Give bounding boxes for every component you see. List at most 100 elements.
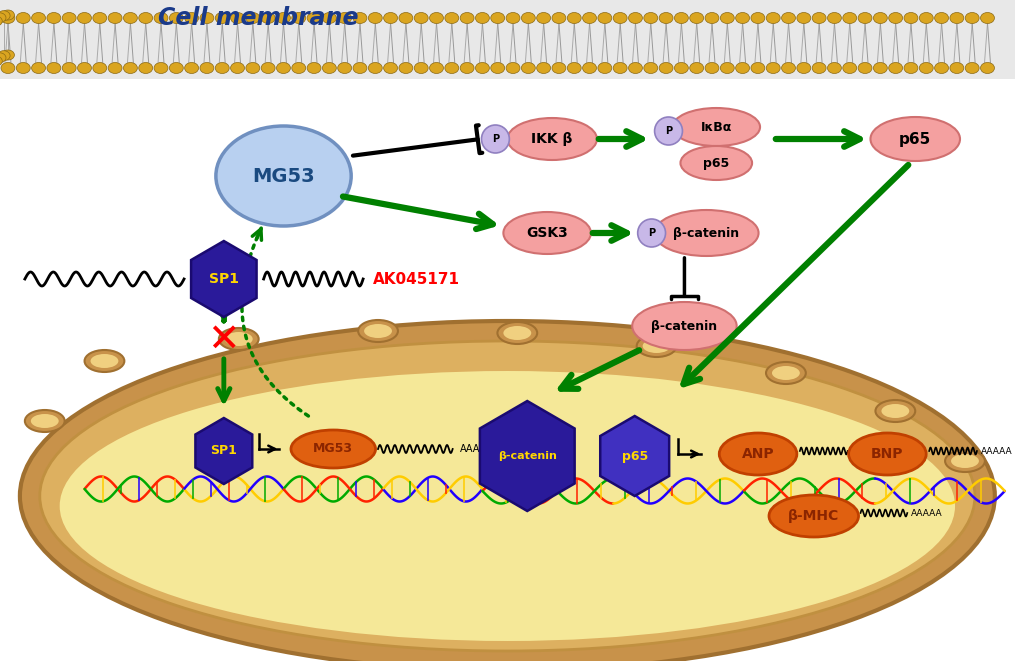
Ellipse shape bbox=[826, 63, 841, 73]
Ellipse shape bbox=[154, 63, 168, 73]
Ellipse shape bbox=[880, 404, 908, 418]
Polygon shape bbox=[191, 241, 257, 317]
Ellipse shape bbox=[154, 13, 168, 24]
Ellipse shape bbox=[184, 13, 199, 24]
Ellipse shape bbox=[0, 53, 6, 63]
Ellipse shape bbox=[429, 13, 443, 24]
Ellipse shape bbox=[91, 354, 118, 368]
Polygon shape bbox=[479, 401, 574, 511]
Ellipse shape bbox=[246, 13, 260, 24]
Ellipse shape bbox=[765, 362, 805, 384]
Ellipse shape bbox=[765, 63, 780, 73]
Ellipse shape bbox=[888, 63, 902, 73]
Ellipse shape bbox=[857, 63, 871, 73]
Ellipse shape bbox=[536, 63, 550, 73]
Ellipse shape bbox=[964, 13, 978, 24]
Ellipse shape bbox=[505, 13, 520, 24]
Ellipse shape bbox=[337, 63, 352, 73]
Text: AK045171: AK045171 bbox=[373, 272, 460, 286]
Ellipse shape bbox=[0, 16, 2, 26]
Ellipse shape bbox=[85, 350, 124, 372]
Ellipse shape bbox=[949, 63, 963, 73]
Ellipse shape bbox=[1, 13, 15, 24]
Ellipse shape bbox=[230, 63, 245, 73]
Text: p65: p65 bbox=[702, 157, 729, 169]
Ellipse shape bbox=[383, 63, 397, 73]
Ellipse shape bbox=[368, 13, 382, 24]
Ellipse shape bbox=[77, 63, 92, 73]
Text: β-catenin: β-catenin bbox=[673, 227, 739, 239]
Ellipse shape bbox=[0, 51, 10, 61]
Ellipse shape bbox=[0, 56, 2, 66]
Ellipse shape bbox=[62, 13, 76, 24]
Text: β-catenin: β-catenin bbox=[497, 451, 556, 461]
Text: SP1: SP1 bbox=[210, 444, 237, 457]
Ellipse shape bbox=[32, 13, 46, 24]
Ellipse shape bbox=[719, 63, 734, 73]
Ellipse shape bbox=[497, 322, 537, 344]
Ellipse shape bbox=[77, 13, 92, 24]
Ellipse shape bbox=[31, 414, 59, 428]
Ellipse shape bbox=[781, 63, 795, 73]
Ellipse shape bbox=[612, 13, 627, 24]
Ellipse shape bbox=[796, 13, 810, 24]
Ellipse shape bbox=[16, 13, 31, 24]
Ellipse shape bbox=[811, 13, 825, 24]
Text: MG53: MG53 bbox=[252, 167, 315, 186]
Ellipse shape bbox=[1, 50, 14, 60]
Ellipse shape bbox=[353, 63, 367, 73]
Ellipse shape bbox=[842, 13, 856, 24]
Ellipse shape bbox=[642, 339, 669, 353]
Ellipse shape bbox=[1, 10, 14, 20]
Ellipse shape bbox=[429, 63, 443, 73]
Ellipse shape bbox=[60, 371, 954, 641]
Ellipse shape bbox=[689, 63, 703, 73]
Ellipse shape bbox=[979, 63, 994, 73]
Ellipse shape bbox=[364, 324, 391, 338]
Ellipse shape bbox=[215, 63, 229, 73]
Ellipse shape bbox=[246, 63, 260, 73]
Ellipse shape bbox=[632, 302, 736, 350]
Polygon shape bbox=[196, 418, 252, 484]
Ellipse shape bbox=[674, 13, 688, 24]
Text: P: P bbox=[647, 228, 654, 238]
Ellipse shape bbox=[521, 63, 535, 73]
Text: AAAAA: AAAAA bbox=[851, 446, 882, 455]
Ellipse shape bbox=[139, 63, 153, 73]
Text: GSK3: GSK3 bbox=[526, 226, 568, 240]
Ellipse shape bbox=[444, 63, 459, 73]
Ellipse shape bbox=[918, 13, 932, 24]
Text: AAAAA: AAAAA bbox=[980, 446, 1012, 455]
Ellipse shape bbox=[521, 13, 535, 24]
Ellipse shape bbox=[950, 454, 978, 468]
Ellipse shape bbox=[551, 13, 566, 24]
Ellipse shape bbox=[32, 63, 46, 73]
Ellipse shape bbox=[796, 63, 810, 73]
Ellipse shape bbox=[949, 13, 963, 24]
Ellipse shape bbox=[358, 320, 397, 342]
Ellipse shape bbox=[261, 63, 275, 73]
Ellipse shape bbox=[123, 13, 138, 24]
Ellipse shape bbox=[658, 13, 673, 24]
Ellipse shape bbox=[62, 63, 76, 73]
Ellipse shape bbox=[903, 63, 917, 73]
Ellipse shape bbox=[169, 13, 183, 24]
Ellipse shape bbox=[551, 63, 566, 73]
Ellipse shape bbox=[826, 13, 841, 24]
Ellipse shape bbox=[24, 410, 64, 432]
Ellipse shape bbox=[842, 63, 856, 73]
Ellipse shape bbox=[811, 63, 825, 73]
Circle shape bbox=[481, 125, 508, 153]
Ellipse shape bbox=[719, 13, 734, 24]
Ellipse shape bbox=[215, 13, 229, 24]
Ellipse shape bbox=[567, 13, 581, 24]
Text: BNP: BNP bbox=[870, 447, 903, 461]
Ellipse shape bbox=[933, 13, 948, 24]
Ellipse shape bbox=[857, 13, 871, 24]
Ellipse shape bbox=[597, 13, 611, 24]
Ellipse shape bbox=[874, 400, 914, 422]
Text: IκBα: IκBα bbox=[700, 120, 732, 134]
Ellipse shape bbox=[582, 13, 596, 24]
Ellipse shape bbox=[582, 63, 596, 73]
Text: P: P bbox=[664, 126, 672, 136]
